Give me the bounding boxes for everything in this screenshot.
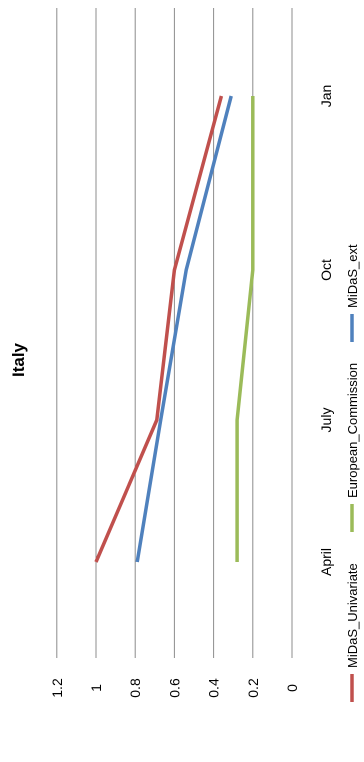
y-tick-label: 1.2 xyxy=(49,678,65,698)
y-tick-label: 0.6 xyxy=(166,678,182,698)
series-line-midas-ext xyxy=(135,95,233,563)
chart-title: Italy xyxy=(9,342,28,377)
y-axis-tick-labels: 0 0.2 0.4 0.6 0.8 1 1.2 xyxy=(49,678,300,698)
y-tick-label: 1 xyxy=(88,684,104,692)
legend-label: MiDaS_ext xyxy=(345,244,360,308)
x-tick-label: April xyxy=(318,548,334,576)
series-line-european-commission xyxy=(235,96,255,562)
series-lines xyxy=(94,95,255,563)
y-tick-label: 0.2 xyxy=(245,678,261,698)
legend-label: MiDaS_Univariate xyxy=(345,563,360,668)
x-tick-label: Oct xyxy=(318,259,334,281)
legend: MiDaS_Univariate European_Commission MiDaS… xyxy=(345,244,360,702)
x-tick-label: July xyxy=(318,408,334,433)
y-tick-label: 0.4 xyxy=(206,678,222,698)
y-tick-label: 0.8 xyxy=(127,678,143,698)
x-tick-label: Jan xyxy=(318,85,334,108)
y-tick-label: 0 xyxy=(284,684,300,692)
series-line-midas-univariate xyxy=(94,95,224,563)
legend-label: European_Commission xyxy=(345,363,360,498)
x-axis-tick-labels: April July Oct Jan xyxy=(318,85,334,576)
